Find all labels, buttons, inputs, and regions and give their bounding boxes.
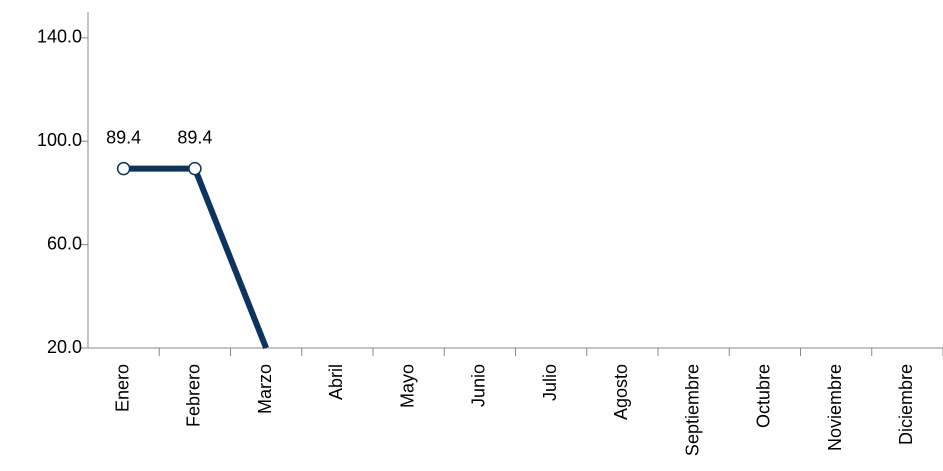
data-label: 89.4 — [177, 127, 212, 147]
x-tick-label: Marzo — [255, 364, 275, 414]
x-tick-label: Diciembre — [896, 364, 916, 445]
data-label: 89.4 — [106, 127, 141, 147]
x-tick-label: Julio — [540, 364, 560, 401]
x-tick-label: Febrero — [184, 364, 204, 427]
x-tick-label: Abril — [326, 364, 346, 400]
x-tick-label: Agosto — [611, 364, 631, 420]
x-tick-label: Mayo — [397, 364, 417, 408]
x-tick-label: Septiembre — [682, 364, 702, 456]
point-marker — [116, 161, 131, 176]
series-line — [123, 165, 269, 350]
y-tick-label: 60.0 — [47, 233, 82, 253]
x-tick-label: Noviembre — [825, 364, 845, 451]
y-tick-label: 140.0 — [37, 27, 82, 47]
point-marker — [188, 161, 202, 176]
x-tick-label: Octubre — [754, 364, 774, 428]
y-tick-label: 100.0 — [37, 130, 82, 150]
x-tick-label: Junio — [469, 364, 489, 407]
y-tick-label: 20.0 — [47, 337, 82, 357]
x-tick-label: Enero — [112, 364, 132, 412]
